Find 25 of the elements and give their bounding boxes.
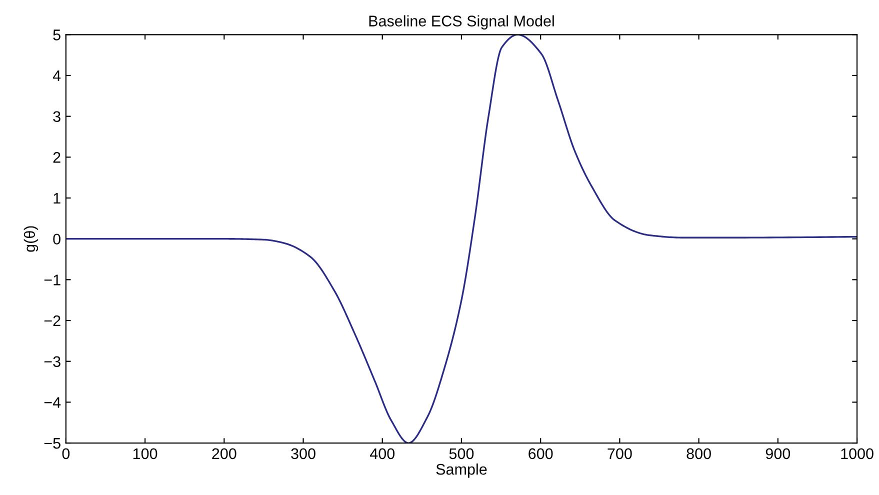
y-tick-label: 0 [53,234,60,245]
x-axis-title: Sample [436,464,487,478]
x-tick-label: 400 [370,448,395,460]
x-tick-label: 300 [291,448,316,460]
x-tick-label: 900 [766,448,790,460]
x-tick-label: 0 [62,448,70,460]
y-tick-label: −1 [44,274,60,286]
x-tick-label: 700 [608,448,632,460]
y-tick-label: −5 [44,438,60,449]
y-tick-label: 5 [53,30,60,40]
y-tick-label: −2 [44,315,60,326]
x-tick-label: 1000 [841,448,874,460]
y-tick-label: 3 [53,111,60,122]
chart-title: Baseline ECS Signal Model [369,15,554,30]
x-tick-label: 600 [528,448,553,460]
x-tick-label: 800 [686,448,711,460]
y-tick-label: −3 [44,356,60,368]
y-tick-label: −4 [44,397,61,408]
y-tick-label: 4 [52,70,61,82]
x-tick-label: 200 [212,448,236,460]
x-tick-label: 100 [133,448,158,460]
x-tick-label: 500 [449,448,474,460]
y-tick-label: 2 [53,152,60,163]
y-tick-label: 1 [54,193,60,204]
y-axis-title: g(θ) [24,226,38,252]
